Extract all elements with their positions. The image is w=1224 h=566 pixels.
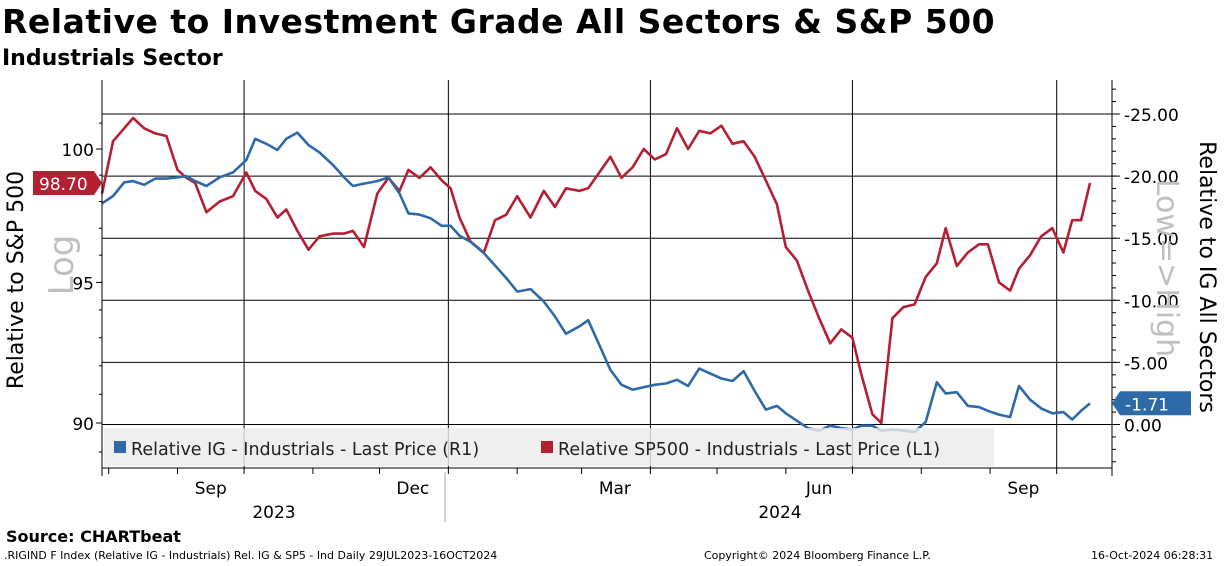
source-note: Source: CHARTbeat <box>6 527 181 546</box>
right-current-value-tag <box>1112 391 1191 416</box>
left-tick-label: 95 <box>72 274 94 294</box>
plot-area <box>102 80 1112 468</box>
x-tick-label: Mar <box>599 479 631 499</box>
x-year-label: 2024 <box>758 503 801 523</box>
left-tick-label: 90 <box>72 415 94 435</box>
right-tick-label: -25.00 <box>1124 106 1179 126</box>
right-axis-title: Relative to IG All Sectors <box>1194 141 1219 413</box>
right-tick-label: -5.00 <box>1124 354 1168 374</box>
left-current-value-tag <box>33 171 102 196</box>
x-tick-label: Dec <box>396 479 429 499</box>
right-axis-direction-note: Low=>High <box>1149 179 1184 357</box>
legend-label-sp500: Relative SP500 - Industrials - Last Pric… <box>558 440 940 460</box>
footer-copyright: Copyright© 2024 Bloomberg Finance L.P. <box>704 549 931 562</box>
x-tick-label: Sep <box>1007 479 1039 499</box>
footer-timestamp: 16-Oct-2024 06:28:31 <box>1091 549 1214 562</box>
footer-index-info: .RIGIND F Index (Relative IG - Industria… <box>4 549 498 562</box>
right-tick-label: -20.00 <box>1124 168 1179 188</box>
left-current-value-label: 98.70 <box>39 175 88 195</box>
right-tick-label: 0.00 <box>1124 417 1162 437</box>
legend-label-ig: Relative IG - Industrials - Last Price (… <box>131 440 479 460</box>
series-line-ig <box>101 131 1091 434</box>
x-tick-label: Jun <box>805 479 833 499</box>
x-tick-label: Sep <box>195 479 227 499</box>
chart-subtitle: Industrials Sector <box>2 46 223 71</box>
right-current-value-label: -1.71 <box>1125 395 1169 415</box>
legend-swatch-ig <box>114 441 126 453</box>
chart-title: Relative to Investment Grade All Sectors… <box>2 2 996 41</box>
left-axis-scale-note: Log <box>42 235 82 296</box>
left-axis-title: Relative to S&P 500 <box>4 171 29 389</box>
x-year-label: 2023 <box>252 503 295 523</box>
right-tick-label: -15.00 <box>1124 230 1179 250</box>
dual-axis-line-chart: Relative IG - Industrials - Last Price (… <box>4 80 1219 523</box>
series-line-sp500 <box>100 116 1092 425</box>
right-tick-label: -10.00 <box>1124 292 1179 312</box>
legend-swatch-sp500 <box>541 441 553 453</box>
left-tick-label: 100 <box>62 141 94 161</box>
